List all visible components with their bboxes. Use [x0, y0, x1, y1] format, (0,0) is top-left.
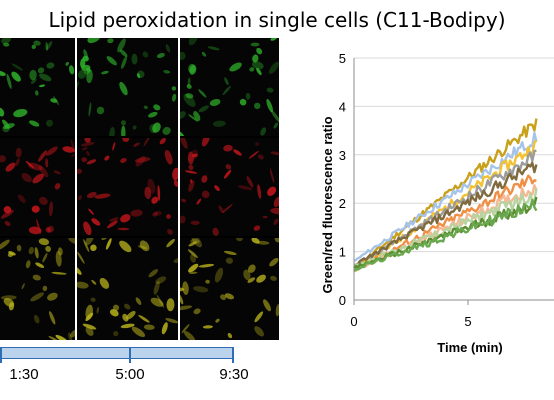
timeline-tick — [0, 347, 2, 363]
chart-axes: 0 1 2 3 4 5 0 5 — [339, 51, 472, 329]
panel-divider — [178, 38, 180, 340]
y-tick-label: 1 — [339, 245, 346, 260]
series-line-1 — [353, 118, 538, 269]
red-micrograph — [77, 138, 178, 236]
red-micrograph — [180, 138, 279, 236]
merged-micrograph — [0, 238, 75, 340]
y-tick-label: 4 — [339, 99, 346, 114]
merged-micrograph — [180, 238, 279, 340]
timeline-tick — [129, 347, 131, 363]
green-micrograph — [0, 38, 75, 136]
timeline-bar — [0, 347, 234, 359]
green-micrograph — [180, 38, 279, 136]
y-tick-label: 0 — [339, 293, 346, 308]
timeline-label: 9:30 — [219, 366, 249, 383]
timeline-tick — [232, 347, 234, 363]
x-tick-label: 0 — [350, 314, 357, 329]
x-axis-label: Time (min) — [437, 340, 503, 355]
series-line-8 — [353, 188, 538, 269]
timeline-label: 1:30 — [9, 366, 39, 383]
y-tick-label: 2 — [339, 196, 346, 211]
series-line-2 — [353, 131, 538, 263]
page-title: Lipid peroxidation in single cells (C11-… — [48, 8, 506, 32]
y-tick-label: 5 — [339, 51, 346, 66]
timeline-label: 5:00 — [115, 366, 145, 383]
y-axis-label: Green/red fluorescence ratio — [320, 116, 335, 293]
micrograph-grid — [0, 38, 279, 340]
y-tick-label: 3 — [339, 148, 346, 163]
x-tick-label: 5 — [464, 314, 471, 329]
chart-series — [353, 118, 538, 273]
series-line-10 — [353, 198, 538, 272]
green-micrograph — [77, 38, 178, 136]
ratio-line-chart: 0 1 2 3 4 5 0 5 Green/red fluorescence ratio Ti… — [320, 51, 554, 355]
chart-grid — [354, 57, 554, 301]
red-micrograph — [0, 138, 75, 236]
merged-micrograph — [77, 238, 178, 340]
series-line-5 — [353, 161, 538, 267]
panel-divider — [75, 38, 77, 340]
